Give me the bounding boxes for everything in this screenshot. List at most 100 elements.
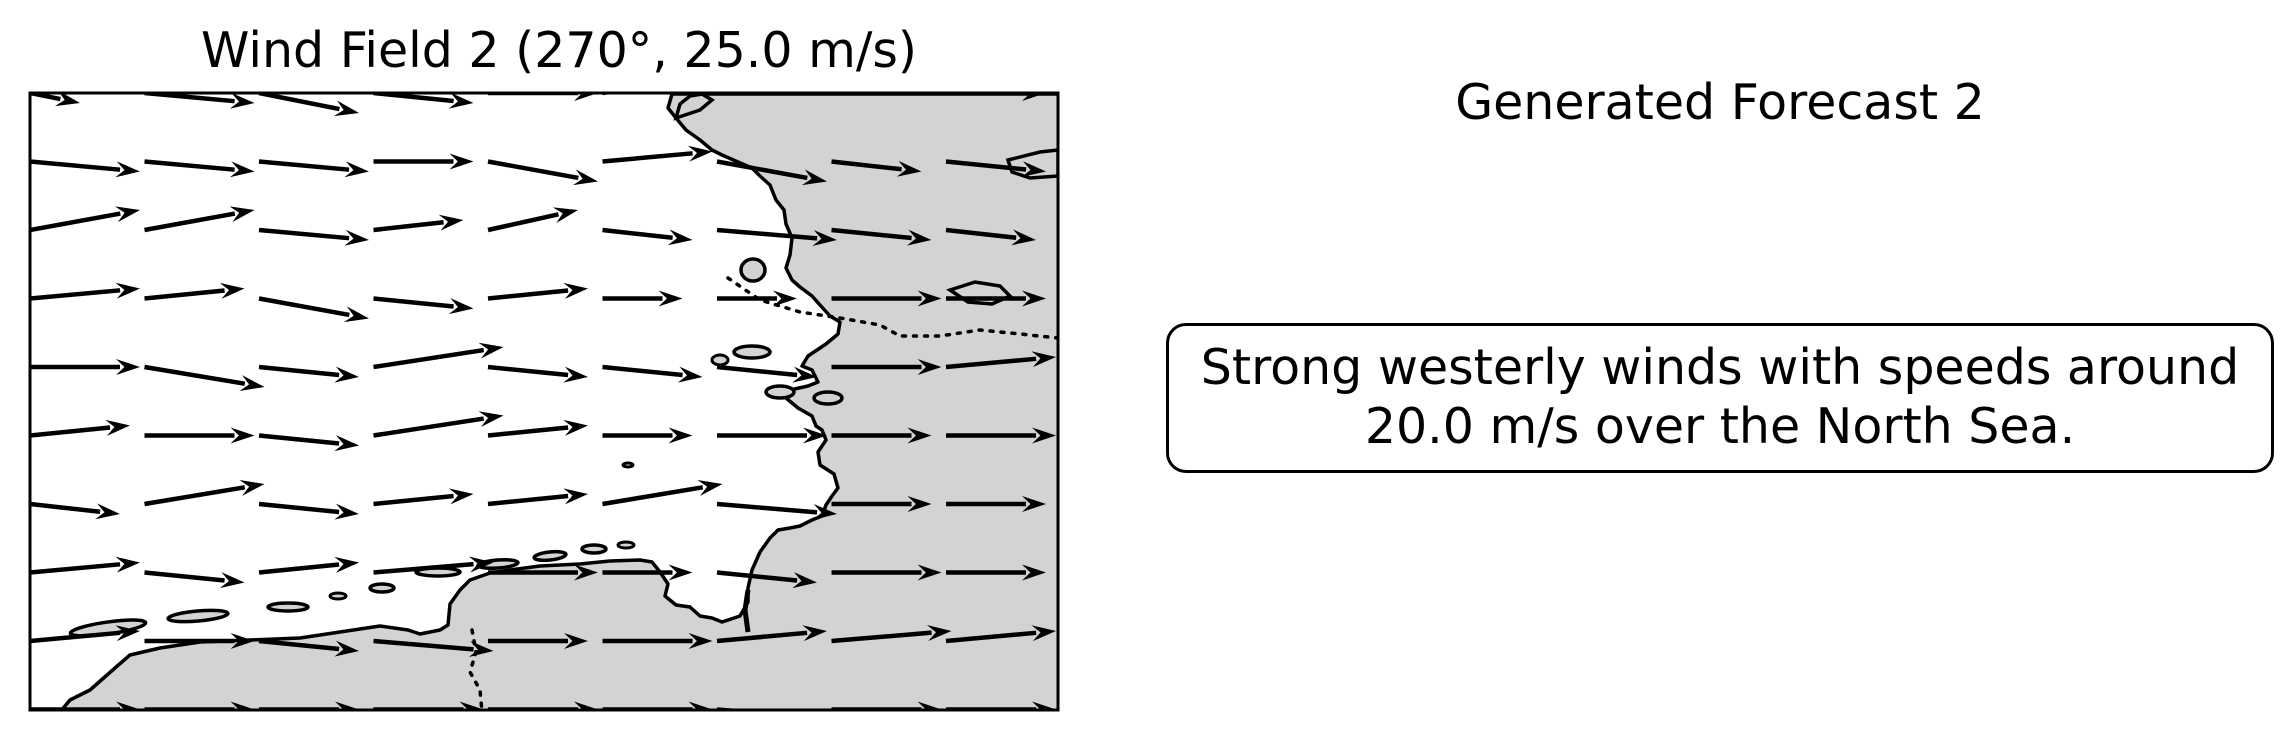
wind-arrow-head <box>563 366 588 383</box>
wind-arrow <box>602 290 683 307</box>
wind-arrow <box>1061 298 1101 314</box>
wind-arrow <box>144 159 255 178</box>
wind-arrow <box>1061 161 1101 177</box>
wind-arrow <box>945 625 1056 644</box>
wind-arrow-shaft <box>1061 436 1101 444</box>
wind-arrow-shaft <box>30 630 121 644</box>
wind-arrow-head <box>574 701 598 710</box>
wind-arrow-shaft <box>144 364 246 386</box>
wind-arrow-head <box>1022 496 1046 512</box>
wind-arrow <box>716 707 825 710</box>
wind-arrow-head <box>448 298 474 315</box>
wind-arrow <box>602 145 713 164</box>
wind-arrow-head <box>105 419 130 436</box>
wind-arrow <box>1061 359 1101 375</box>
wind-arrow-head <box>334 503 359 520</box>
wind-arrow <box>946 496 1046 512</box>
wind-arrow-head <box>54 93 80 107</box>
wind-arrow <box>831 159 922 177</box>
wind-arrow-head <box>438 214 464 231</box>
wind-arrow <box>144 633 255 649</box>
wind-arrow-head <box>658 290 683 307</box>
wind-arrow-shaft <box>30 425 111 438</box>
wind-arrow-shaft <box>30 288 121 301</box>
wind-arrow-head <box>239 480 265 496</box>
wind-arrow-head <box>773 290 797 307</box>
wind-arrow <box>717 290 797 307</box>
wind-arrow-head <box>803 427 827 444</box>
wind-arrow <box>1061 496 1101 512</box>
wind-arrow-head <box>572 169 598 186</box>
wind-arrow <box>831 496 932 512</box>
wind-arrow <box>602 633 713 649</box>
wind-arrow-head <box>564 633 588 649</box>
wind-arrow-head <box>697 480 723 496</box>
wind-arrow <box>946 564 1046 581</box>
wind-arrow-head <box>906 229 932 246</box>
wind-arrow-head <box>687 145 713 162</box>
wind-arrow-shaft <box>716 227 818 241</box>
wind-arrow-shaft <box>258 501 340 515</box>
wind-arrow-shaft <box>602 151 693 164</box>
wind-arrow-shaft <box>945 159 1027 172</box>
wind-arrow <box>831 290 942 307</box>
wind-arrow-head <box>688 633 713 649</box>
wind-arrow <box>487 282 588 301</box>
wind-arrow <box>602 564 693 581</box>
wind-arrow-head <box>448 488 474 505</box>
wind-arrow <box>144 570 245 589</box>
wind-arrow-shaft <box>831 159 902 172</box>
wind-arrow-head <box>334 366 359 383</box>
wind-arrow <box>1061 435 1101 451</box>
wind-arrow-head <box>563 488 588 505</box>
wind-arrow-shaft <box>373 219 444 233</box>
forecast-text-box: Strong westerly winds with speeds around… <box>1166 323 2274 473</box>
wind-arrow-shaft <box>1061 641 1101 649</box>
wind-arrow <box>716 159 827 186</box>
wind-arrow <box>258 296 369 323</box>
wind-arrow <box>30 625 140 644</box>
wind-arrow <box>716 364 817 383</box>
wind-arrow-head <box>230 633 255 649</box>
wind-arrow-shaft <box>716 159 808 181</box>
wind-arrow <box>946 427 1056 444</box>
island <box>532 549 568 563</box>
wind-arrow <box>30 359 140 375</box>
wind-arrow-head <box>677 366 703 383</box>
wind-arrow <box>30 556 140 575</box>
wind-arrow <box>487 364 588 383</box>
wind-arrow-shaft <box>373 561 474 575</box>
wind-arrow-shaft <box>716 570 798 583</box>
wind-arrow-head <box>917 564 942 581</box>
wind-arrow-shaft <box>373 638 474 652</box>
wind-arrow-head <box>343 306 369 323</box>
wind-arrow-shaft <box>258 638 340 652</box>
wind-arrow-shaft <box>30 501 101 515</box>
island <box>764 384 796 400</box>
wind-arrow <box>258 556 359 575</box>
wind-arrow-head <box>802 625 827 642</box>
island <box>368 582 396 594</box>
wind-arrow-head <box>1011 229 1036 246</box>
wind-arrow-head <box>896 160 922 177</box>
wind-arrow-head <box>229 161 255 178</box>
wind-arrow-head <box>1022 290 1046 307</box>
wind-arrow <box>258 433 359 452</box>
wind-arrow-head <box>801 169 827 186</box>
wind-arrow-head <box>95 503 120 520</box>
wind-arrow <box>602 364 703 383</box>
wind-arrow-shaft <box>144 570 225 583</box>
wind-arrow-shaft <box>831 227 912 241</box>
wind-arrow-head <box>667 229 693 246</box>
wind-arrow-head <box>334 556 359 573</box>
wind-arrow <box>945 351 1056 370</box>
wind-arrow-shaft <box>30 211 121 233</box>
wind-arrow <box>373 488 474 507</box>
wind-arrow <box>258 159 369 178</box>
wind-arrow-head <box>114 206 140 223</box>
wind-arrow-head <box>552 207 578 224</box>
country-border <box>726 276 1058 340</box>
wind-arrow-shaft <box>716 364 798 378</box>
wind-arrow-head <box>219 282 245 299</box>
wind-arrow-head <box>449 153 474 170</box>
